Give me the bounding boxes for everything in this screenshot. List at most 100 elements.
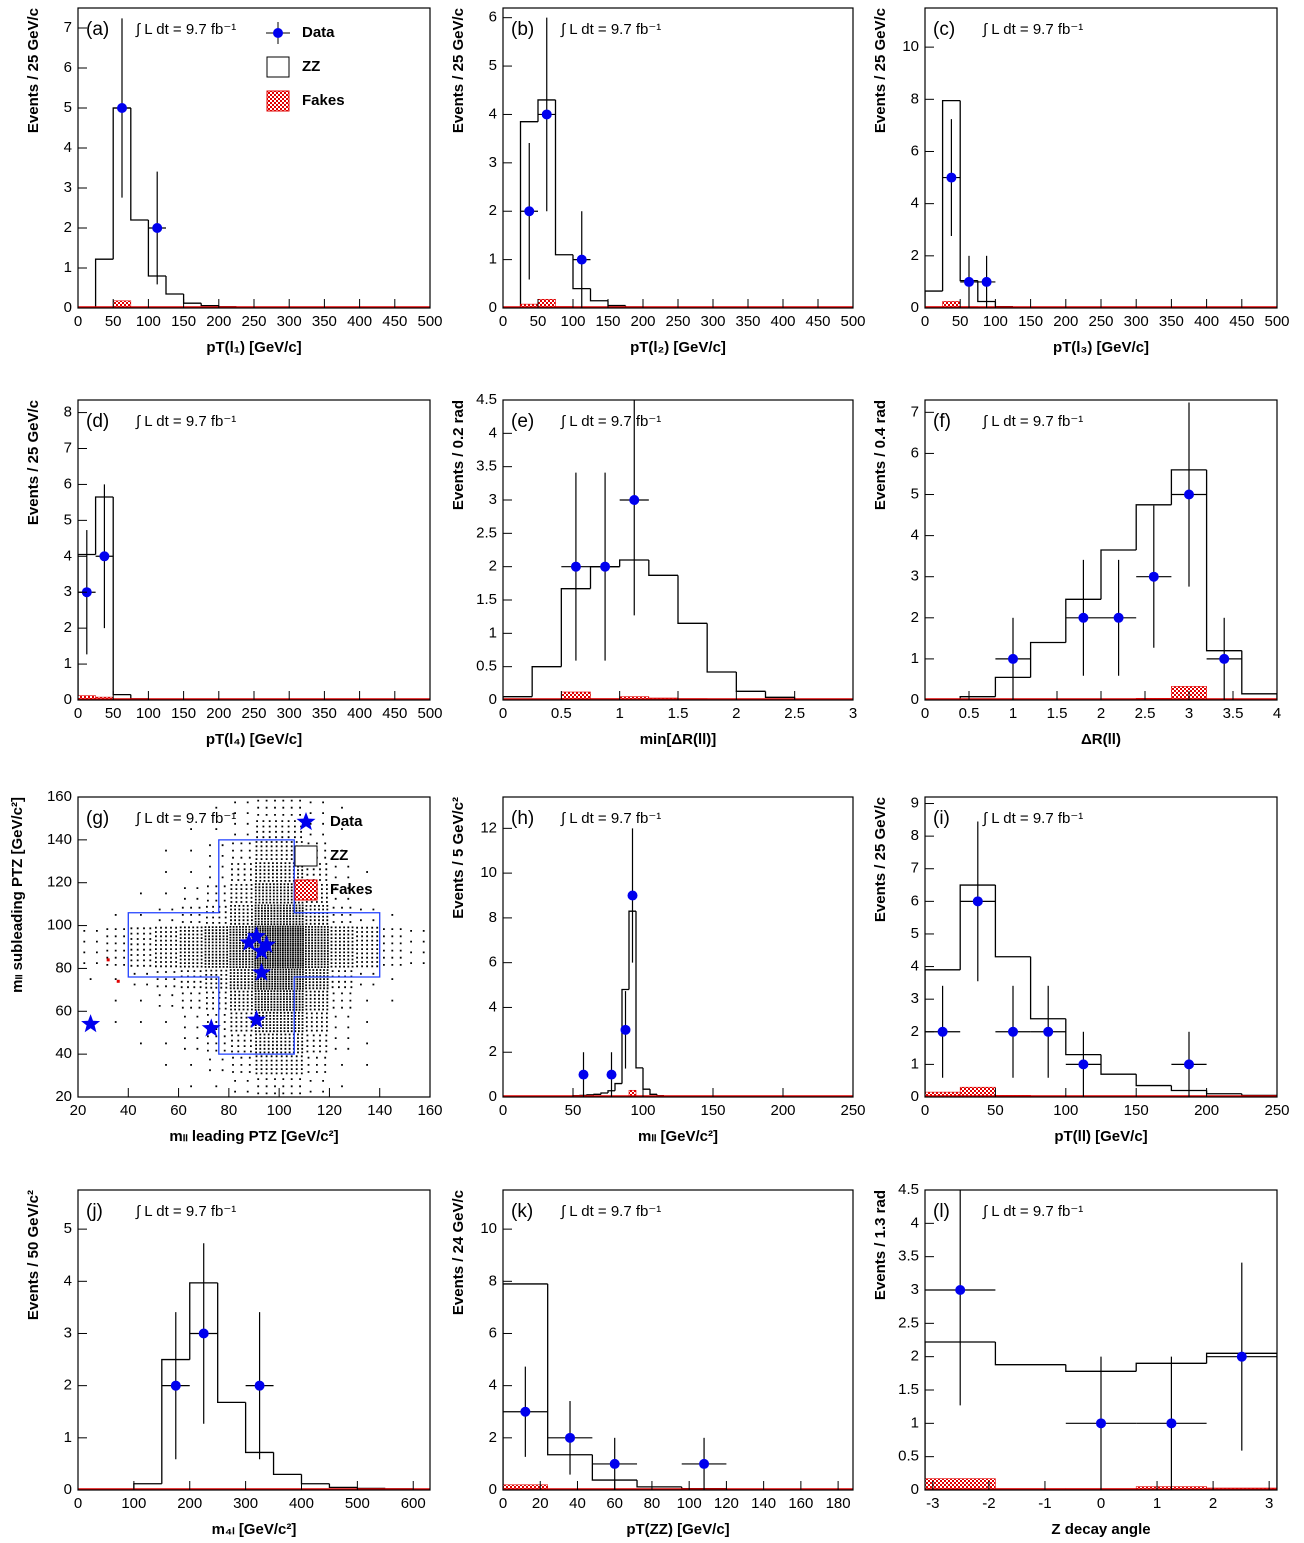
y-tick-label: 1: [911, 650, 919, 667]
y-tick-label: 2: [64, 1377, 72, 1394]
zz-density-cell: [306, 1034, 328, 1053]
panel-label: (i): [933, 808, 950, 829]
panel: 0 0.5 1 1.5 2 2.5 3 0 0.5 1 1.5 2 2.5 3 3.5 4 4.5 (e) ∫ L …: [450, 391, 857, 748]
y-tick-label: 4.5: [476, 391, 497, 408]
x-tick-label: 140: [367, 1102, 392, 1119]
x-axis-label: pT(l₁) [GeV/c]: [206, 339, 301, 356]
panel: 0 50 100 150 200 250 0 2 4 6 8 10 12 (h) ∫ L dt = 9.7 …: [450, 796, 866, 1145]
luminosity: ∫ L dt = 9.7 fb⁻¹: [982, 810, 1083, 827]
plot-frame: [924, 1189, 1278, 1491]
zz-density-cell: [254, 904, 279, 926]
y-tick-label: 4.5: [898, 1181, 919, 1198]
y-axis-label: Events / 25 GeV/c: [25, 8, 42, 133]
zz-bin: [735, 672, 766, 692]
zz-density-cell: [280, 1033, 304, 1054]
luminosity: ∫ L dt = 9.7 fb⁻¹: [982, 1203, 1083, 1220]
y-tick-label: 8: [911, 827, 919, 844]
y-tick-label: 2: [911, 247, 919, 264]
x-tick-label: 450: [805, 313, 830, 330]
y-tick-label: 5: [64, 1220, 72, 1237]
x-tick-label: 400: [347, 313, 372, 330]
zz-density-cell: [257, 1078, 276, 1095]
data-point: [1078, 612, 1089, 623]
zz-bin: [1065, 1018, 1101, 1056]
zz-bin: [1135, 1074, 1172, 1087]
x-tick-label: -2: [982, 1495, 995, 1512]
x-tick-label: 100: [136, 705, 161, 722]
y-axis-label: Events / 1.3 rad: [872, 1190, 889, 1300]
zz-bin: [272, 1452, 302, 1475]
zz-density-cell: [309, 822, 324, 836]
zz-bin: [628, 910, 636, 990]
x-tick-label: 200: [206, 705, 231, 722]
x-tick-label: 3.5: [1223, 705, 1244, 722]
plot-area: [925, 402, 1277, 700]
zz-density-cell: [215, 1085, 218, 1088]
y-tick-label: 12: [480, 819, 497, 836]
zz-density-cell: [205, 969, 228, 989]
panel-label: (a): [86, 19, 109, 40]
x-tick-label: 50: [952, 313, 969, 330]
y-tick-label: 4: [64, 1272, 72, 1289]
zz-bin: [1100, 549, 1137, 600]
y-tick-label: 120: [47, 874, 72, 891]
zz-density-cell: [140, 1021, 142, 1023]
legend-label: Fakes: [330, 881, 373, 898]
x-tick-label: 250: [1088, 313, 1113, 330]
data-point: [117, 103, 127, 113]
x-tick-label: 300: [277, 313, 302, 330]
x-tick-label: 3: [1185, 705, 1193, 722]
zz-density-cell: [341, 1064, 343, 1066]
zz-density-cell: [156, 971, 176, 988]
zz-bin: [572, 254, 591, 290]
plot-frame: [77, 7, 431, 309]
zz-density-cell: [215, 828, 218, 830]
zz-density-cell: [184, 1015, 199, 1029]
x-axis-label: mₗₗ leading PTZ [GeV/c²]: [169, 1128, 338, 1145]
zz-density-cell: [114, 1021, 117, 1023]
y-tick-label: 7: [911, 403, 919, 420]
y-tick-label: 40: [55, 1045, 72, 1062]
data-point: [570, 561, 581, 572]
zz-density-cell: [83, 930, 98, 943]
y-tick-label: 1: [489, 624, 497, 641]
zz-bin: [994, 1342, 1066, 1366]
y-tick-label: 2: [64, 619, 72, 636]
y-axis-label: Events / 24 GeV/c: [450, 1190, 467, 1315]
luminosity: ∫ L dt = 9.7 fb⁻¹: [135, 413, 236, 430]
data-star: [247, 1009, 266, 1028]
zz-bin: [764, 691, 795, 698]
y-tick-label: 4: [489, 105, 497, 122]
y-tick-label: 0: [64, 299, 72, 316]
y-axis-label: Events / 5 GeV/c²: [450, 797, 467, 919]
data-point: [972, 896, 983, 907]
y-tick-label: 6: [489, 954, 497, 971]
zz-density-cell: [180, 970, 202, 989]
x-tick-label: 20: [532, 1495, 549, 1512]
y-axis-label: Events / 25 GeV/c: [450, 8, 467, 133]
data-point: [520, 1406, 531, 1417]
x-tick-label: 100: [630, 1102, 655, 1119]
zz-bin: [959, 100, 978, 282]
y-tick-label: 4: [64, 547, 72, 564]
zz-bin: [959, 884, 996, 970]
x-tick-label: 3: [1265, 1495, 1273, 1512]
zz-bin: [589, 288, 608, 302]
zz-density-cell: [206, 905, 227, 924]
x-tick-label: 200: [1053, 313, 1078, 330]
zz-bin: [649, 1089, 657, 1095]
legend-symbol: [296, 812, 316, 831]
zz-bin: [78, 553, 96, 700]
zz-bin: [586, 1094, 594, 1096]
x-tick-label: 150: [1124, 1102, 1149, 1119]
zz-density-cell: [360, 908, 375, 922]
data-point: [1008, 1026, 1018, 1037]
zz-density-cell: [204, 947, 228, 968]
y-axis-label: Events / 50 GeV/c²: [25, 1190, 42, 1320]
zz-density-cell: [356, 926, 379, 946]
zz-bin: [635, 911, 643, 1069]
y-tick-label: 5: [911, 485, 919, 502]
panel: 0 50 100 150 200 250 300 350 400 450 500 0 1 2 3 4 5 6 (b)…: [450, 7, 866, 356]
panel: 0 0.5 1 1.5 2 2.5 3 3.5 4 0 1 2 3 4 5 6 7 (f) ∫ L dt = 9.7…: [872, 399, 1281, 748]
y-tick-label: 4: [911, 1214, 919, 1231]
